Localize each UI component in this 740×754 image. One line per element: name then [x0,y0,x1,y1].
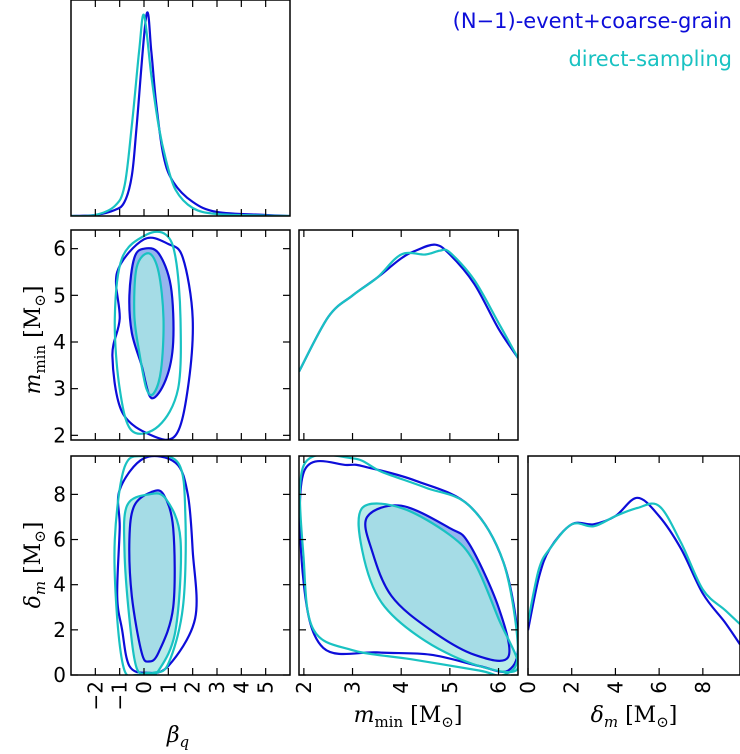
marginal-beta-q-direct-sampling [71,13,290,216]
ytick-label-m-min-1: 3 [53,377,66,401]
xtick-label-m-min-4: 6 [487,681,511,694]
ytick-label-m-min-4: 6 [53,237,66,261]
marginal-beta-q-coarse-grain [71,11,290,216]
panel-betaq-marginal [70,0,291,217]
x-axis-label-mmin: mmin [M⊙] [354,703,463,731]
marginal-delta-m-coarse-grain [528,496,740,646]
y-axis-label-deltam: δm [M⊙] [21,522,49,609]
panel-deltam-vs-betaq [70,455,291,676]
panel-deltam-marginal [527,455,740,676]
xtick-label-beta-q-7: 5 [254,681,278,694]
xtick-label-delta-m-4: 8 [691,681,715,694]
marginal-delta-m-direct-sampling [528,502,740,625]
contour-68-deltam_vs_betaq-direct-sampling [122,492,183,675]
x-axis-label-deltam: δm [M⊙] [591,703,678,731]
ytick-label-m-min-2: 4 [53,330,66,354]
xtick-label-beta-q-3: 1 [156,681,180,694]
xtick-label-beta-q-0: −2 [83,681,107,710]
xtick-label-delta-m-2: 4 [603,681,627,694]
contour-68-mmin_vs_betaq-coarse-grain [128,247,175,400]
fill-68-deltam_vs_betaq-direct-sampling [124,493,181,675]
xtick-label-beta-q-2: 0 [132,681,156,694]
contour-68-deltam_vs_mmin-direct-sampling [357,502,518,674]
ytick-label-delta-m-3: 6 [53,528,66,552]
panel-mmin-marginal [298,229,519,441]
y-axis-label-mmin: mmin [M⊙] [21,286,49,395]
fill-68-deltam_vs_mmin-direct-sampling [358,503,518,673]
xtick-label-delta-m-0: 0 [516,681,540,694]
xtick-label-m-min-0: 2 [292,681,316,694]
xtick-label-beta-q-4: 2 [181,681,205,694]
marginal-m-min-coarse-grain [299,243,518,373]
xtick-label-beta-q-6: 4 [229,681,253,694]
contour-68-deltam_vs_betaq-coarse-grain [128,489,176,663]
panel-frames [70,0,740,676]
contour-95-deltam_vs_mmin-direct-sampling [299,456,518,675]
xtick-label-delta-m-1: 2 [560,681,584,694]
xtick-label-beta-q-1: −1 [108,681,132,710]
xtick-label-delta-m-3: 6 [647,681,671,694]
panel-mmin-vs-betaq [70,229,291,441]
contour-68-deltam_vs_mmin-coarse-grain [364,504,511,662]
panel-deltam-vs-mmin [298,455,519,676]
ytick-label-m-min-3: 5 [53,283,66,307]
xtick-label-m-min-2: 4 [389,681,413,694]
ytick-label-delta-m-1: 2 [53,618,66,642]
legend-entry-direct-sampling: direct-sampling [568,47,732,71]
ytick-label-delta-m-4: 8 [53,482,66,506]
marginal-m-min-direct-sampling [299,248,518,373]
ytick-label-delta-m-0: 0 [53,663,66,687]
xtick-label-m-min-3: 5 [438,681,462,694]
ytick-label-m-min-0: 2 [53,423,66,447]
xtick-label-beta-q-5: 3 [205,681,229,694]
legend-entry-coarse-grain: (N−1)-event+coarse-grain [453,9,732,33]
contour-68-mmin_vs_betaq-direct-sampling [133,252,165,397]
ytick-label-delta-m-2: 4 [53,573,66,597]
xtick-label-m-min-1: 3 [341,681,365,694]
contour-95-mmin_vs_betaq-direct-sampling [113,230,182,435]
x-axis-label-betaq: βq [166,723,189,751]
